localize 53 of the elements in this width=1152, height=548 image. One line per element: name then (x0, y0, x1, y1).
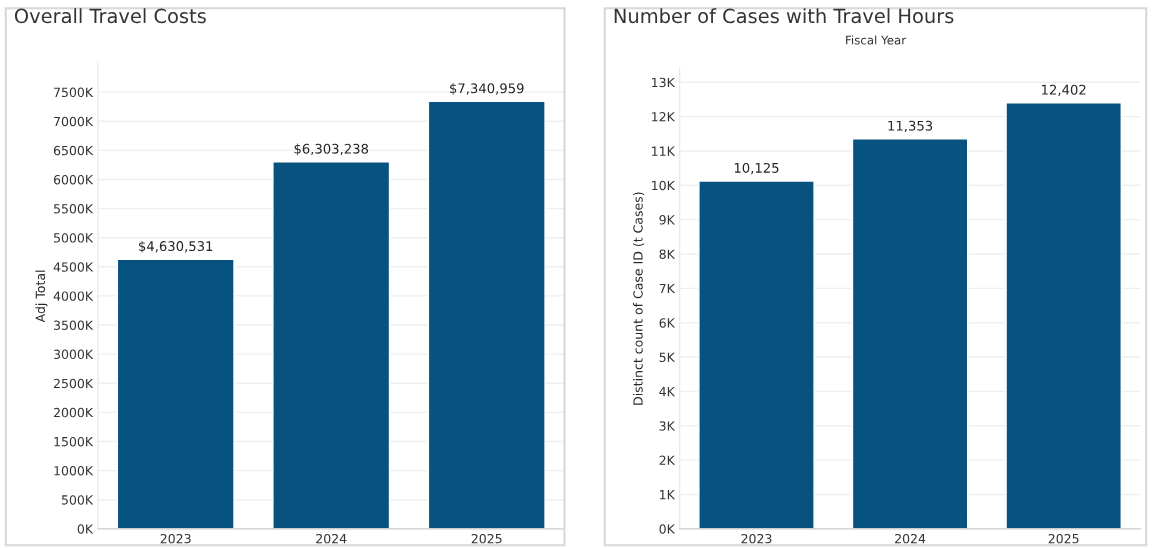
y-tick-label: 2000K (53, 407, 94, 418)
y-tick-label: 3000K (54, 349, 94, 360)
y-tick-label: 12K (652, 112, 676, 122)
y-tick-label: 7500K (54, 87, 94, 98)
bar (851, 138, 969, 529)
y-tick-label: 2K (659, 455, 676, 465)
y-axis-title: Adj Total (35, 270, 48, 323)
x-tick-label: 2023 (741, 533, 772, 544)
y-axis-title: Distinct count of Case ID (t Cases) (633, 192, 645, 405)
y-tick-label: 10K (652, 180, 676, 191)
y-tick-label: 6000K (53, 174, 94, 185)
y-tick-label: 7K (659, 283, 676, 294)
x-tick-label: 2025 (1048, 533, 1079, 544)
y-tick-label: 5000K (54, 233, 94, 243)
y-tick-label: 6K (659, 318, 676, 328)
y-tick-label: 4K (659, 387, 676, 397)
data-label: 12,402 (1042, 84, 1086, 97)
y-tick-label: 5500K (54, 204, 94, 214)
x-tick-label: 2024 (316, 533, 347, 544)
chart-subtitle: Fiscal Year (846, 35, 907, 45)
bar (698, 180, 815, 529)
y-tick-label: 8K (659, 249, 676, 259)
y-tick-label: 5K (659, 352, 676, 362)
y-tick-label: 2500K (53, 378, 94, 389)
chart-title: Number of Cases with Travel Hours (614, 8, 954, 24)
y-tick-label: 500K (61, 495, 94, 505)
data-label: 10,125 (734, 162, 779, 175)
chart-title: Overall Travel Costs (14, 8, 206, 24)
y-tick-label: 4500K (53, 262, 94, 272)
y-tick-label: 6500K (53, 145, 94, 156)
bar (1005, 102, 1122, 529)
x-tick-label: 2024 (895, 533, 926, 544)
x-tick-label: 2023 (160, 533, 191, 544)
data-label: $7,340,959 (450, 83, 524, 96)
bar (272, 161, 391, 529)
data-label: $6,303,238 (294, 143, 369, 156)
y-tick-label: 4000K (53, 291, 94, 301)
y-tick-label: 11K (652, 146, 676, 156)
bar (427, 100, 546, 529)
y-tick-label: 13K (652, 77, 676, 88)
x-tick-label: 2025 (471, 533, 502, 544)
data-label: 11,353 (888, 120, 933, 133)
y-tick-label: 0K (659, 524, 676, 534)
y-tick-label: 1500K (54, 436, 94, 447)
y-tick-label: 3500K (54, 320, 94, 330)
bar (116, 258, 235, 529)
y-tick-label: 0K (77, 524, 94, 534)
data-label: $4,630,531 (139, 240, 213, 253)
y-tick-label: 1K (660, 490, 676, 500)
y-tick-label: 7000K (54, 116, 94, 127)
y-tick-label: 3K (659, 421, 676, 431)
y-tick-label: 9K (659, 215, 676, 225)
y-tick-label: 1000K (54, 466, 94, 476)
